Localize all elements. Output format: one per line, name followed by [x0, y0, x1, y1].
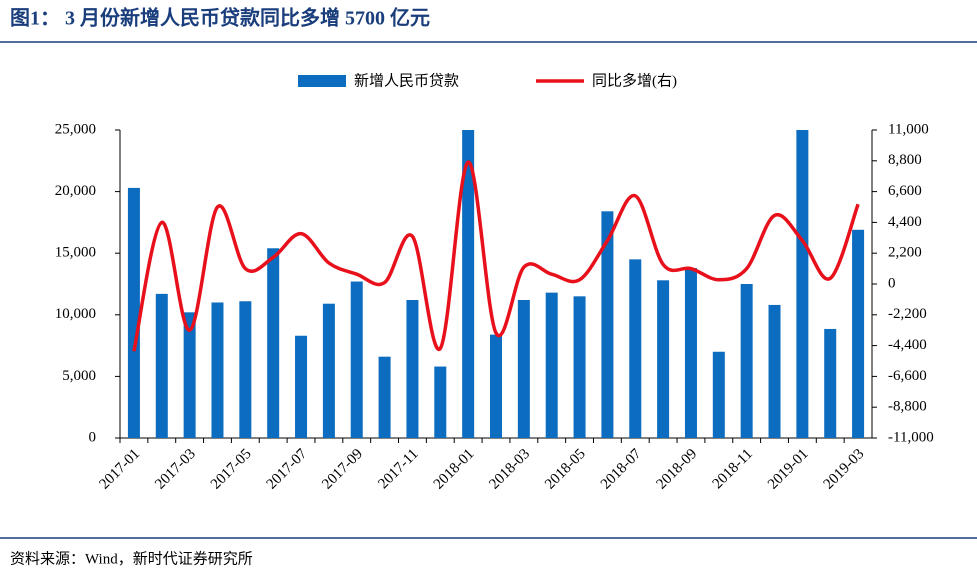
- y2-tick-label: 2,200: [888, 245, 922, 261]
- bar: [183, 312, 196, 438]
- x-tick-label: 2018-09: [654, 446, 701, 493]
- y2-tick-label: -8,800: [888, 399, 927, 415]
- bar: [350, 281, 363, 438]
- y2-tick-label: 0: [888, 275, 896, 291]
- y2-tick-label: -4,400: [888, 337, 927, 353]
- y2-tick-label: -11,000: [888, 429, 934, 445]
- x-tick-label: 2017-11: [375, 446, 421, 492]
- bar: [740, 284, 753, 438]
- y-tick-label: 25,000: [55, 121, 96, 137]
- y2-tick-label: 11,000: [888, 121, 929, 137]
- bar: [573, 296, 586, 438]
- bar: [601, 211, 614, 438]
- x-tick-label: 2019-03: [821, 446, 868, 493]
- y-tick-label: 15,000: [55, 245, 96, 261]
- y2-tick-label: 4,400: [888, 214, 922, 230]
- x-tick-label: 2018-11: [710, 446, 756, 492]
- y-tick-label: 5,000: [62, 368, 96, 384]
- bar: [239, 301, 252, 438]
- x-tick-label: 2017-01: [97, 446, 144, 493]
- bar: [852, 229, 865, 438]
- y2-tick-label: -6,600: [888, 368, 927, 384]
- x-tick-label: 2018-03: [486, 446, 533, 493]
- bar: [267, 248, 280, 438]
- bar: [684, 267, 697, 438]
- x-tick-label: 2018-05: [542, 446, 589, 493]
- bar: [796, 130, 809, 438]
- legend-label: 新增人民币贷款: [354, 72, 459, 89]
- bar: [712, 351, 725, 438]
- bar: [434, 366, 447, 438]
- y-tick-label: 0: [89, 429, 97, 445]
- x-tick-label: 2017-05: [208, 446, 255, 493]
- x-tick-label: 2018-01: [431, 446, 478, 493]
- y2-tick-label: 8,800: [888, 152, 922, 168]
- x-tick-label: 2017-09: [319, 446, 366, 493]
- bar: [824, 328, 837, 438]
- x-tick-label: 2018-07: [598, 446, 645, 493]
- bar: [378, 356, 391, 438]
- y-tick-label: 20,000: [55, 183, 96, 199]
- y2-tick-label: -2,200: [888, 306, 927, 322]
- x-tick-label: 2017-07: [264, 446, 311, 493]
- legend-label: 同比多增(右): [592, 72, 677, 89]
- chart-title: 图1： 3 月份新增人民币贷款同比多增 5700 亿元: [10, 6, 430, 30]
- bar: [517, 300, 530, 438]
- x-tick-label: 2017-03: [152, 446, 199, 493]
- bar: [545, 292, 558, 438]
- bar: [462, 130, 475, 438]
- bar: [295, 335, 308, 438]
- y-tick-label: 10,000: [55, 306, 96, 322]
- bar: [155, 293, 168, 438]
- source-note: 资料来源：Wind，新时代证券研究所: [10, 550, 253, 567]
- y2-tick-label: 6,600: [888, 183, 922, 199]
- bar: [768, 304, 781, 438]
- bar: [127, 187, 140, 438]
- bar: [211, 302, 224, 438]
- legend-swatch: [298, 75, 346, 87]
- bar: [657, 280, 670, 438]
- bar: [629, 259, 642, 438]
- bar: [406, 300, 419, 438]
- x-tick-label: 2019-01: [765, 446, 812, 493]
- bar: [322, 303, 335, 438]
- bar: [490, 334, 502, 438]
- line: [132, 160, 860, 352]
